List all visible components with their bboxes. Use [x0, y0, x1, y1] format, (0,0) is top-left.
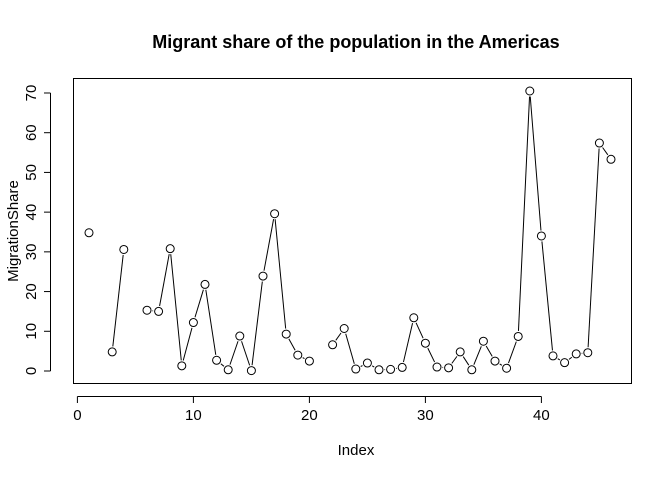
x-tick-label: 0 [73, 407, 81, 424]
series-segment [345, 333, 355, 364]
series-segment [462, 356, 470, 366]
x-axis: 0 10 20 30 40 [73, 396, 550, 424]
data-point [455, 347, 465, 357]
plot-area [73, 78, 632, 384]
data-point [606, 154, 616, 164]
series-segment [473, 346, 482, 365]
series-segment [371, 365, 375, 368]
data-points [84, 86, 616, 376]
series-segment [415, 322, 424, 339]
data-point [409, 313, 419, 323]
data-point [386, 364, 396, 374]
data-point [490, 356, 500, 366]
data-point [420, 338, 430, 348]
data-point [258, 271, 268, 281]
data-point [328, 340, 338, 350]
data-point [84, 228, 94, 238]
x-tick-label: 40 [533, 407, 550, 424]
data-point [154, 306, 164, 316]
data-point [212, 355, 222, 365]
x-tick-label: 20 [301, 407, 318, 424]
data-point [548, 351, 558, 361]
y-tick-label: 30 [23, 244, 40, 261]
y-tick-label: 50 [23, 164, 40, 181]
data-point [200, 279, 210, 289]
series-segment [288, 338, 296, 351]
y-tick-label: 40 [23, 204, 40, 221]
data-point [374, 365, 384, 375]
series-segment [557, 358, 561, 361]
y-tick-label: 10 [23, 323, 40, 340]
series-segment [427, 347, 436, 363]
data-point [397, 362, 407, 372]
series-segment [263, 219, 275, 271]
series-segment [159, 253, 170, 307]
data-point [583, 348, 593, 358]
series-segment [335, 332, 342, 341]
x-axis-label: Index [338, 442, 375, 459]
series-segment [302, 357, 305, 360]
x-tick-label: 30 [417, 407, 434, 424]
data-point [223, 365, 233, 375]
data-point [502, 363, 512, 373]
series-segment [602, 147, 609, 156]
data-point [339, 324, 349, 334]
series-lines [112, 96, 609, 371]
y-tick-label: 60 [23, 124, 40, 141]
data-point [165, 244, 175, 254]
data-point [246, 366, 256, 376]
data-point [188, 318, 198, 328]
data-point [235, 331, 245, 341]
series-segment [517, 96, 531, 331]
series-segment [568, 356, 573, 360]
data-point [293, 350, 303, 360]
series-segment [529, 96, 542, 231]
data-point [513, 331, 523, 341]
data-point [594, 138, 604, 148]
series-segment [220, 363, 225, 367]
series-segment [485, 345, 493, 357]
series-segment [229, 341, 239, 365]
y-axis-label: MigrationShare [5, 180, 22, 282]
y-tick-label: 70 [23, 85, 40, 102]
series-segment [451, 356, 458, 364]
data-point [525, 86, 535, 96]
series-segment [499, 363, 503, 366]
x-tick-label: 10 [185, 407, 202, 424]
data-point [107, 347, 117, 357]
data-point [560, 358, 570, 368]
data-point [362, 358, 372, 368]
y-tick-label: 20 [23, 283, 40, 300]
data-point [444, 363, 454, 373]
series-segment [251, 281, 263, 366]
series-segment [241, 341, 251, 366]
data-point [571, 349, 581, 359]
data-point [467, 365, 477, 375]
series-segment [205, 289, 217, 355]
series-segment [508, 341, 517, 364]
data-point [478, 336, 488, 346]
data-point [142, 305, 152, 315]
data-point [119, 244, 129, 254]
series-segment [274, 219, 287, 329]
data-point [177, 361, 187, 371]
data-point [270, 209, 280, 219]
series-segment [541, 241, 553, 351]
series-segment [402, 323, 414, 363]
series-segment [112, 254, 124, 347]
y-axis: 0 10 20 30 40 50 60 70 [23, 85, 51, 375]
series-segment [182, 327, 193, 361]
chart-title: Migrant share of the population in the A… [152, 32, 559, 52]
series-segment [194, 289, 204, 318]
data-point [281, 329, 291, 339]
data-point [304, 356, 314, 366]
data-point [536, 231, 546, 241]
series-segment [170, 254, 182, 361]
data-point [351, 364, 361, 374]
y-tick-label: 0 [23, 367, 40, 375]
data-point [432, 362, 442, 372]
series-segment [587, 148, 600, 348]
series-segment [360, 365, 363, 367]
